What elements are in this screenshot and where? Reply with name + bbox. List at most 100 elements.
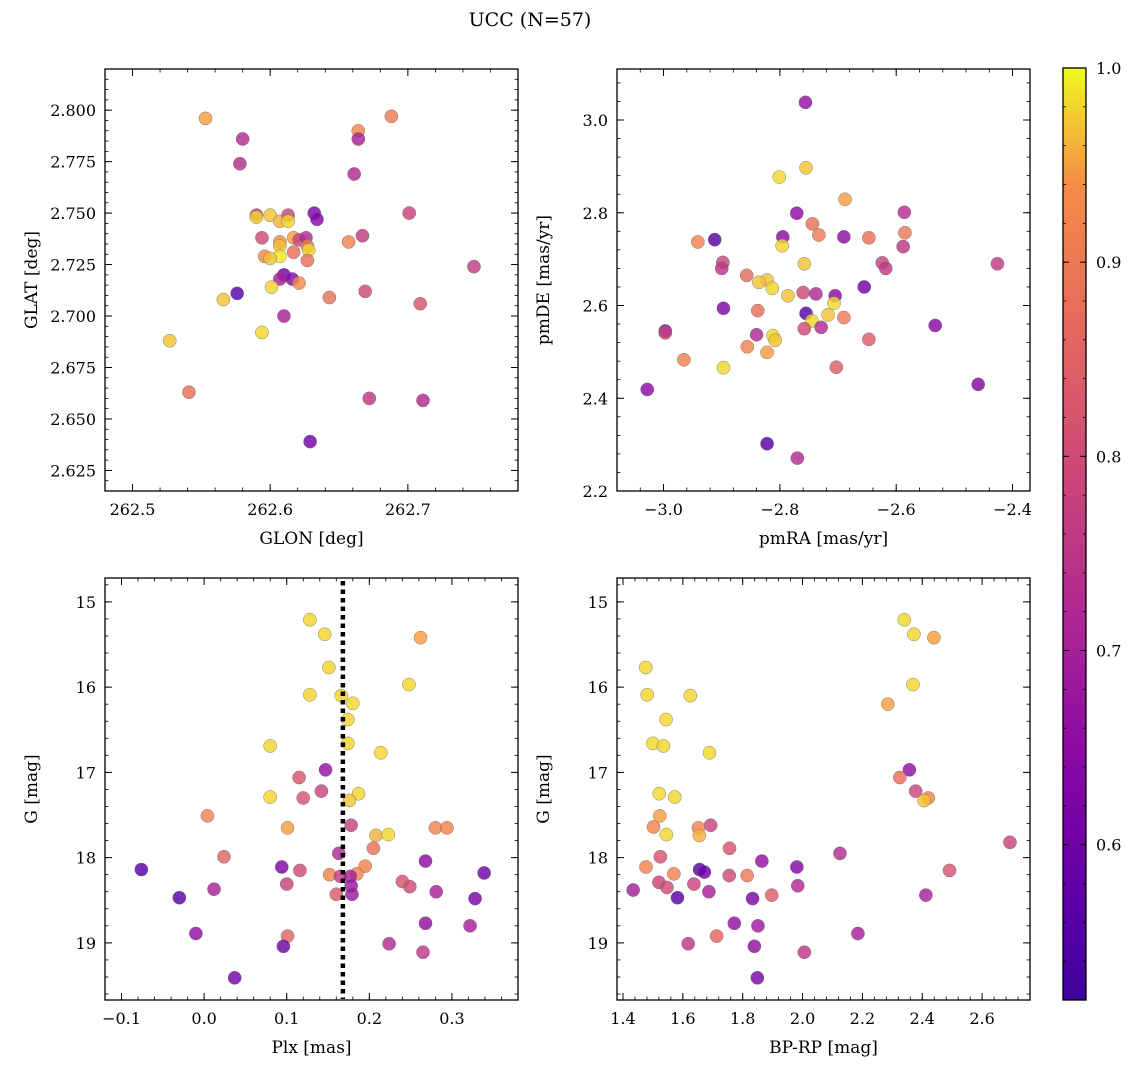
scatter-point bbox=[814, 320, 828, 335]
y-tick-label: 15 bbox=[76, 593, 96, 612]
scatter-point bbox=[1003, 835, 1017, 850]
scatter-point bbox=[255, 325, 269, 340]
scatter-point bbox=[303, 434, 317, 449]
y-tick-label: 2.8 bbox=[583, 204, 608, 223]
colorbar-tick-label: 0.8 bbox=[1096, 447, 1121, 466]
scatter-point bbox=[750, 971, 765, 985]
scatter-point bbox=[277, 309, 291, 323]
y-tick-label: 2.4 bbox=[583, 389, 608, 408]
scatter-point bbox=[310, 212, 324, 227]
scatter-point bbox=[198, 111, 213, 126]
y-tick-label: 2.2 bbox=[583, 482, 608, 501]
scatter-point bbox=[702, 884, 716, 899]
y-tick-label: 2.725 bbox=[50, 256, 96, 275]
scatter-point bbox=[796, 285, 810, 300]
scatter-point bbox=[292, 276, 306, 290]
scatter-point bbox=[691, 235, 705, 249]
scatter-point bbox=[207, 882, 221, 896]
scatter-point bbox=[345, 887, 359, 902]
x-tick-label: −0.1 bbox=[102, 1009, 141, 1028]
scatter-point bbox=[418, 854, 433, 868]
x-axis-label: BP-RP [mag] bbox=[769, 1038, 878, 1058]
scatter-point bbox=[833, 846, 847, 861]
scatter-point bbox=[740, 868, 754, 883]
scatter-point bbox=[235, 132, 250, 146]
y-tick-label: 2.625 bbox=[50, 461, 96, 480]
scatter-point bbox=[765, 281, 780, 296]
scatter-point bbox=[971, 377, 986, 392]
y-tick-label: 2.800 bbox=[50, 101, 96, 120]
y-tick-label: 2.650 bbox=[50, 410, 96, 429]
scatter-point bbox=[927, 630, 941, 645]
scatter-point bbox=[755, 854, 769, 868]
scatter-point bbox=[722, 841, 737, 856]
scatter-point bbox=[217, 849, 231, 864]
scatter-point bbox=[906, 677, 920, 692]
x-tick-label: 262.5 bbox=[110, 500, 156, 519]
colorbar-tick-label: 0.6 bbox=[1096, 836, 1121, 855]
scatter-point bbox=[716, 301, 731, 316]
scatter-point bbox=[897, 612, 912, 627]
scatter-point bbox=[812, 228, 826, 242]
panels: 262.5 262.6 262.7 2.625 2.650 2.675 2.700 2.725… bbox=[22, 68, 1032, 1058]
scatter-point bbox=[172, 890, 187, 905]
scatter-point bbox=[821, 307, 835, 322]
scatter-point bbox=[463, 919, 477, 933]
scatter-point bbox=[646, 820, 661, 834]
scatter-point bbox=[739, 268, 754, 283]
scatter-point bbox=[402, 677, 416, 692]
y-tick-label: 15 bbox=[588, 593, 608, 612]
scatter-point bbox=[677, 352, 691, 367]
scatter-point bbox=[897, 205, 912, 220]
scatter-point bbox=[745, 891, 760, 906]
scatter-point bbox=[369, 828, 383, 843]
scatter-point bbox=[764, 888, 779, 902]
scatter-point bbox=[342, 793, 357, 808]
scatter-point bbox=[255, 230, 269, 245]
y-tick-label: 2.775 bbox=[50, 153, 96, 172]
scatter-point bbox=[341, 235, 356, 249]
colorbar: 0.6 0.7 0.8 0.9 1.0 bbox=[1062, 59, 1121, 1001]
scatter-point bbox=[798, 95, 813, 110]
scatter-point bbox=[707, 232, 722, 247]
scatter-point bbox=[919, 888, 933, 902]
scatter-point bbox=[797, 321, 812, 336]
scatter-point bbox=[740, 339, 755, 354]
scatter-point bbox=[640, 687, 655, 702]
scatter-point bbox=[382, 936, 396, 951]
scatter-point bbox=[751, 919, 765, 933]
scatter-point bbox=[659, 827, 674, 842]
scatter-point bbox=[768, 333, 783, 348]
scatter-point bbox=[752, 275, 766, 290]
scatter-point bbox=[263, 739, 278, 753]
scatter-point bbox=[477, 866, 491, 880]
scatter-point bbox=[659, 712, 673, 727]
colorbar-tick-label: 0.9 bbox=[1096, 253, 1121, 272]
scatter-point bbox=[790, 451, 805, 465]
scatter-point bbox=[413, 296, 428, 311]
x-tick-label: 262.7 bbox=[385, 500, 431, 519]
x-tick-label: −3.0 bbox=[644, 500, 683, 519]
colorbar-gradient bbox=[1062, 67, 1087, 1001]
scatter-point bbox=[760, 436, 774, 451]
scatter-point bbox=[468, 891, 482, 906]
scatter-point bbox=[837, 310, 851, 325]
x-tick-label: 2.2 bbox=[850, 1009, 875, 1028]
y-axis-label: GLAT [deg] bbox=[22, 231, 42, 329]
y-tick-label: 2.700 bbox=[50, 307, 96, 326]
scatter-point bbox=[292, 770, 306, 785]
y-axis-label: G [mag] bbox=[534, 754, 554, 823]
scatter-point bbox=[200, 809, 215, 823]
scatter-point bbox=[322, 660, 336, 675]
scatter-point bbox=[402, 879, 417, 894]
scatter-point bbox=[749, 327, 764, 342]
x-axis-label: GLON [deg] bbox=[259, 529, 363, 549]
scatter-point bbox=[381, 827, 396, 842]
panel-pmra-pmde: −3.0 −2.8 −2.6 −2.4 2.2 2.4 2.6 2.8 3.0 pmRA [mas… bbox=[534, 68, 1032, 549]
scatter-point bbox=[750, 303, 765, 318]
scatter-point bbox=[799, 160, 813, 175]
scatter-point bbox=[928, 318, 942, 333]
scatter-point bbox=[358, 284, 372, 299]
panel-plx-g: −0.1 0.0 0.1 0.2 0.3 15 16 17 18 19 Plx [mas] G [ma… bbox=[22, 577, 519, 1058]
